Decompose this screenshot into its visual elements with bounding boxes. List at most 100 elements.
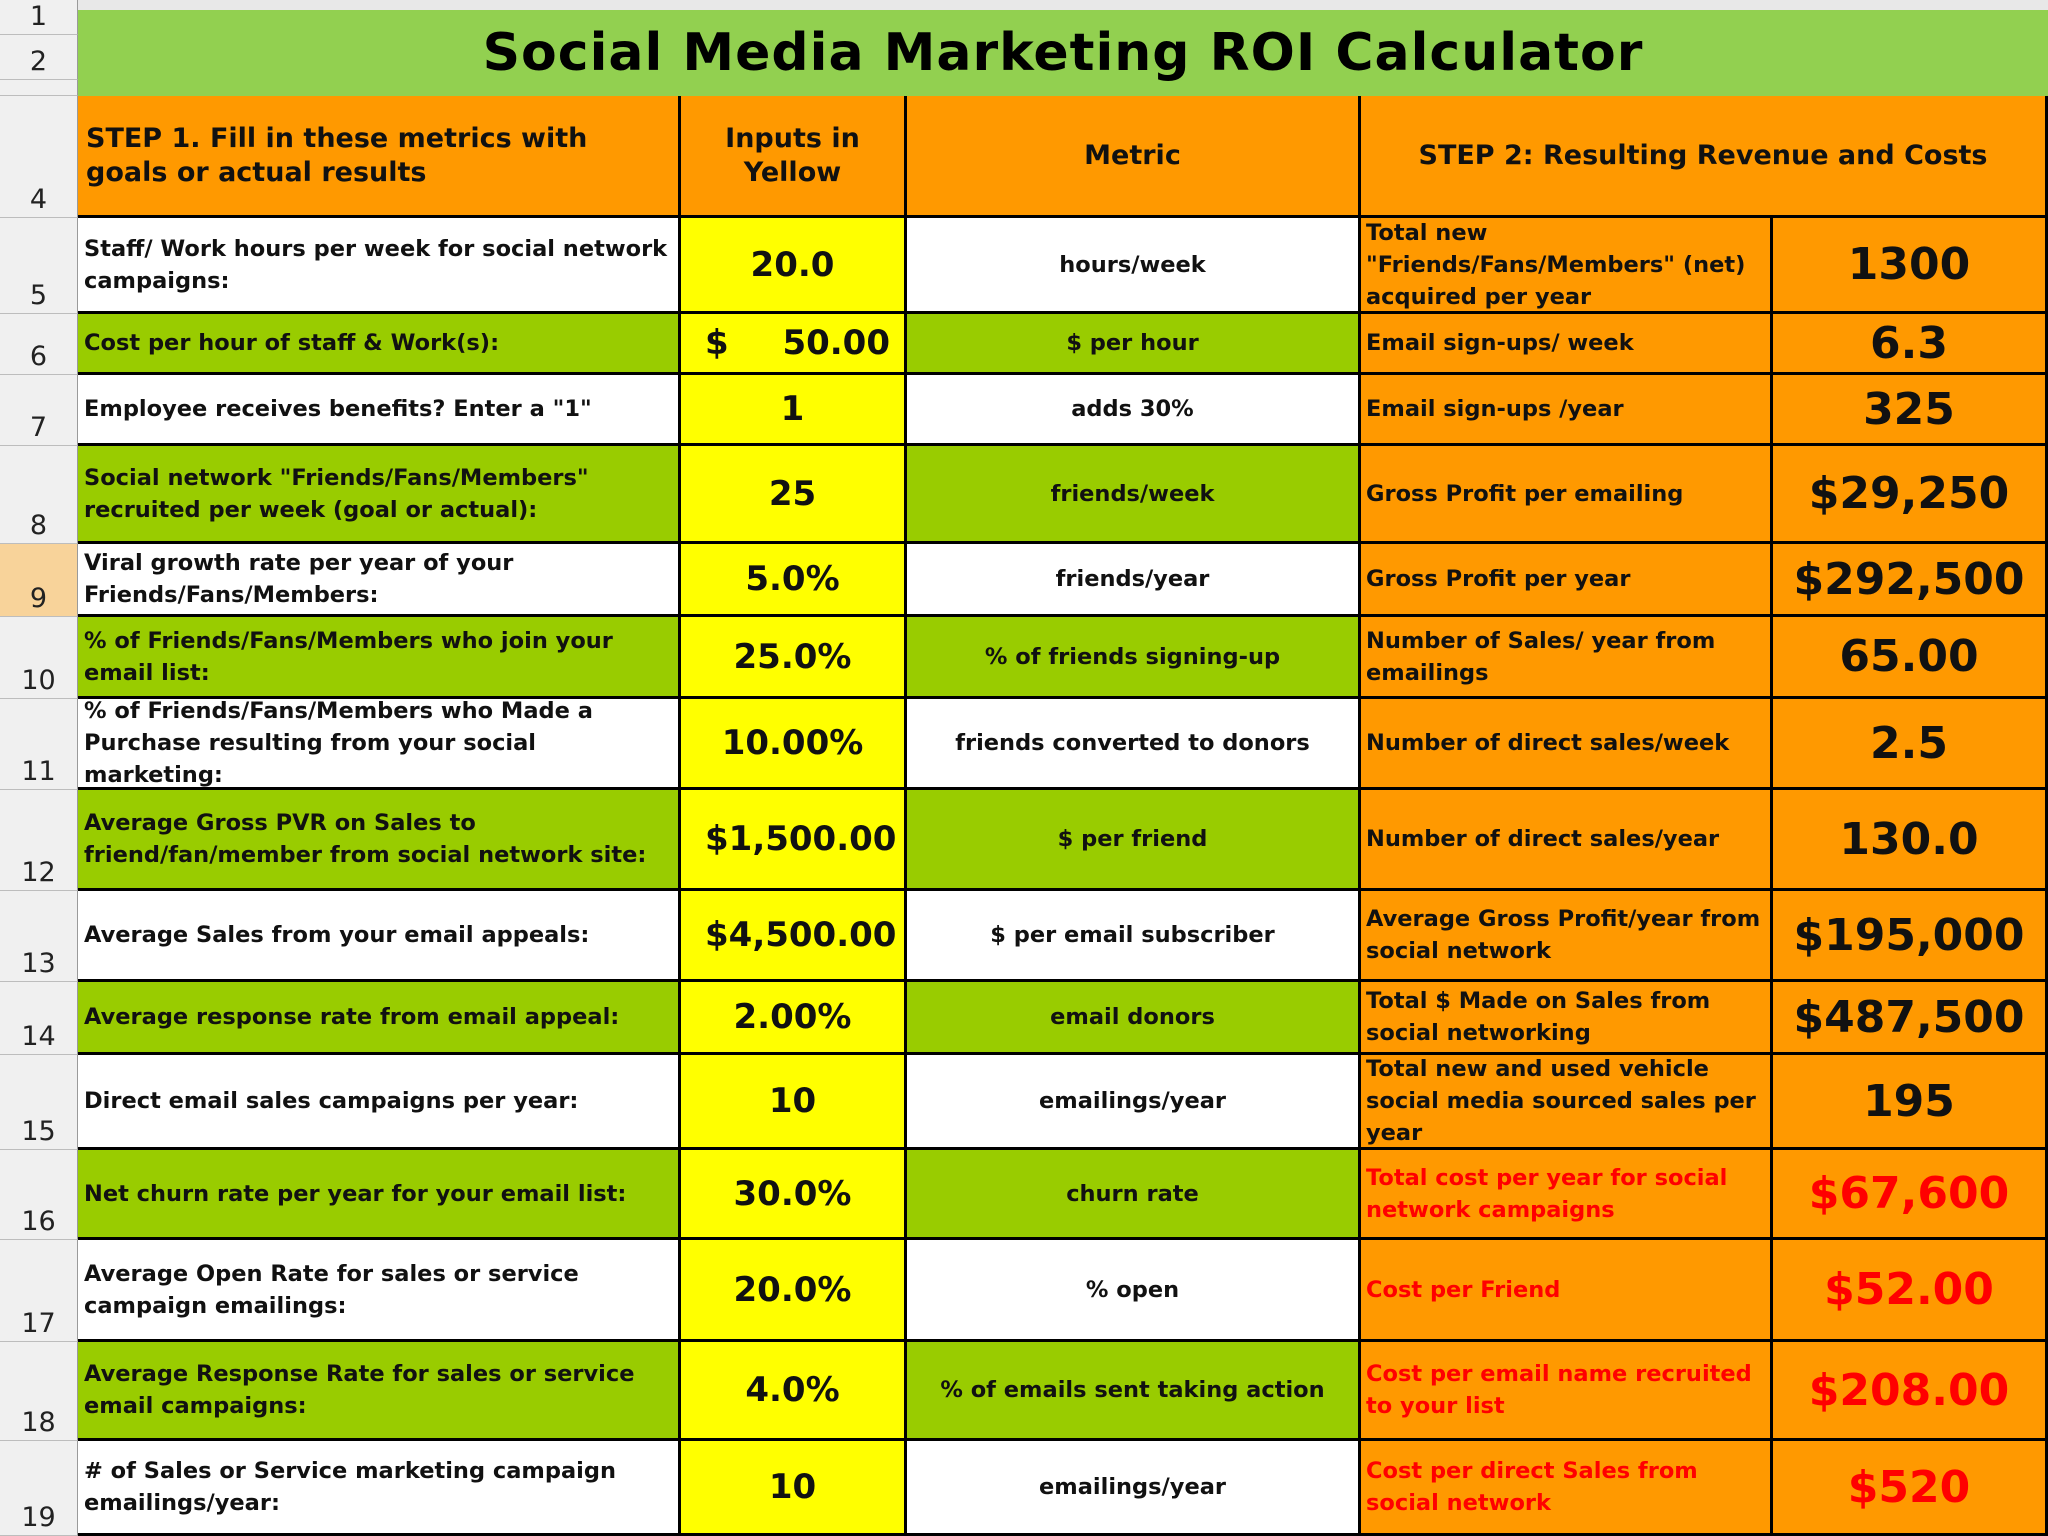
result-value[interactable]: 2.5 xyxy=(1773,699,2048,790)
unit-cell[interactable]: email donors xyxy=(907,982,1361,1055)
row-header[interactable]: 6 xyxy=(0,314,78,375)
input-cell[interactable]: 25 xyxy=(681,446,907,544)
inputs-header[interactable]: Inputs in Yellow xyxy=(681,96,907,218)
input-cell[interactable]: 2.00% xyxy=(681,982,907,1055)
unit-cell[interactable]: % open xyxy=(907,1240,1361,1342)
row-header[interactable]: 4 xyxy=(0,96,78,218)
title-band[interactable]: Social Media Marketing ROI Calculator xyxy=(78,10,2048,98)
row-header[interactable]: 13 xyxy=(0,891,78,982)
result-value[interactable]: 325 xyxy=(1773,375,2048,446)
row-header[interactable]: 1 xyxy=(0,0,78,35)
result-label[interactable]: Cost per email name recruited to your li… xyxy=(1361,1342,1773,1441)
row-header[interactable]: 12 xyxy=(0,790,78,891)
metric-label[interactable]: Direct email sales campaigns per year: xyxy=(78,1055,681,1150)
metric-label[interactable]: Average Sales from your email appeals: xyxy=(78,891,681,982)
step2-header[interactable]: STEP 2: Resulting Revenue and Costs xyxy=(1361,96,2048,218)
unit-cell[interactable]: $ per email subscriber xyxy=(907,891,1361,982)
result-label[interactable]: Number of direct sales/year xyxy=(1361,790,1773,891)
result-value[interactable]: $67,600 xyxy=(1773,1150,2048,1240)
result-label[interactable]: Gross Profit per year xyxy=(1361,544,1773,617)
result-value[interactable]: 1300 xyxy=(1773,218,2048,314)
row-header[interactable]: 16 xyxy=(0,1150,78,1240)
unit-cell[interactable]: % of friends signing-up xyxy=(907,617,1361,699)
metric-label[interactable]: Average response rate from email appeal: xyxy=(78,982,681,1055)
metric-label[interactable]: Staff/ Work hours per week for social ne… xyxy=(78,218,681,314)
result-label[interactable]: Number of Sales/ year from emailings xyxy=(1361,617,1773,699)
result-label[interactable]: Cost per direct Sales from social networ… xyxy=(1361,1441,1773,1536)
metric-label[interactable]: Net churn rate per year for your email l… xyxy=(78,1150,681,1240)
metric-label[interactable]: % of Friends/Fans/Members who join your … xyxy=(78,617,681,699)
result-label[interactable]: Cost per Friend xyxy=(1361,1240,1773,1342)
step1-header[interactable]: STEP 1. Fill in these metrics with goals… xyxy=(78,96,681,218)
metric-label[interactable]: Cost per hour of staff & Work(s): xyxy=(78,314,681,375)
unit-cell[interactable]: churn rate xyxy=(907,1150,1361,1240)
result-value[interactable]: $208.00 xyxy=(1773,1342,2048,1441)
input-cell[interactable]: 10.00% xyxy=(681,699,907,790)
result-value[interactable]: 130.0 xyxy=(1773,790,2048,891)
metric-label[interactable]: Average Response Rate for sales or servi… xyxy=(78,1342,681,1441)
result-label[interactable]: Number of direct sales/week xyxy=(1361,699,1773,790)
unit-cell[interactable]: friends converted to donors xyxy=(907,699,1361,790)
metric-label[interactable]: # of Sales or Service marketing campaign… xyxy=(78,1441,681,1536)
row-header[interactable]: 17 xyxy=(0,1240,78,1342)
result-label[interactable]: Email sign-ups /year xyxy=(1361,375,1773,446)
result-value[interactable]: $520 xyxy=(1773,1441,2048,1536)
unit-cell[interactable]: $ per hour xyxy=(907,314,1361,375)
result-value[interactable]: $52.00 xyxy=(1773,1240,2048,1342)
result-value[interactable]: $195,000 xyxy=(1773,891,2048,982)
input-cell[interactable]: 1 xyxy=(681,375,907,446)
row-header[interactable]: 2 xyxy=(0,35,78,80)
input-cell[interactable]: 30.0% xyxy=(681,1150,907,1240)
unit-cell[interactable]: emailings/year xyxy=(907,1055,1361,1150)
row-header[interactable]: 14 xyxy=(0,982,78,1055)
row-header[interactable]: 18 xyxy=(0,1342,78,1441)
result-value[interactable]: 6.3 xyxy=(1773,314,2048,375)
unit-cell[interactable]: emailings/year xyxy=(907,1441,1361,1536)
input-cell[interactable]: $4,500.00 xyxy=(681,891,907,982)
row-header[interactable]: 10 xyxy=(0,617,78,699)
row-header[interactable] xyxy=(0,80,78,96)
result-label[interactable]: Total new and used vehicle social media … xyxy=(1361,1055,1773,1150)
input-cell[interactable]: $1,500.00 xyxy=(681,790,907,891)
unit-cell[interactable]: hours/week xyxy=(907,218,1361,314)
unit-cell[interactable]: friends/year xyxy=(907,544,1361,617)
row-header[interactable]: 19 xyxy=(0,1441,78,1536)
metric-label[interactable]: Average Open Rate for sales or service c… xyxy=(78,1240,681,1342)
input-cell[interactable]: 25.0% xyxy=(681,617,907,699)
input-cell[interactable]: 20.0 xyxy=(681,218,907,314)
result-label[interactable]: Total cost per year for social network c… xyxy=(1361,1150,1773,1240)
result-value[interactable]: $292,500 xyxy=(1773,544,2048,617)
input-cell[interactable]: 5.0% xyxy=(681,544,907,617)
row-header[interactable]: 15 xyxy=(0,1055,78,1150)
row-header[interactable]: 11 xyxy=(0,699,78,790)
metric-label[interactable]: Social network "Friends/Fans/Members" re… xyxy=(78,446,681,544)
result-label[interactable]: Total $ Made on Sales from social networ… xyxy=(1361,982,1773,1055)
unit-cell[interactable]: friends/week xyxy=(907,446,1361,544)
metric-label[interactable]: Viral growth rate per year of your Frien… xyxy=(78,544,681,617)
row-header[interactable]: 9 xyxy=(0,544,78,617)
input-cell[interactable]: 4.0% xyxy=(681,1342,907,1441)
input-cell[interactable]: 10 xyxy=(681,1441,907,1536)
unit-cell[interactable]: % of emails sent taking action xyxy=(907,1342,1361,1441)
result-value[interactable]: $29,250 xyxy=(1773,446,2048,544)
unit-cell[interactable]: $ per friend xyxy=(907,790,1361,891)
row-header[interactable]: 5 xyxy=(0,218,78,314)
row-header[interactable]: 8 xyxy=(0,446,78,544)
input-cell[interactable]: 20.0% xyxy=(681,1240,907,1342)
metric-label[interactable]: Average Gross PVR on Sales to friend/fan… xyxy=(78,790,681,891)
unit-cell[interactable]: adds 30% xyxy=(907,375,1361,446)
result-label[interactable]: Email sign-ups/ week xyxy=(1361,314,1773,375)
row-header[interactable]: 7 xyxy=(0,375,78,446)
result-label[interactable]: Average Gross Profit/year from social ne… xyxy=(1361,891,1773,982)
result-value[interactable]: $487,500 xyxy=(1773,982,2048,1055)
result-label[interactable]: Total new "Friends/Fans/Members" (net) a… xyxy=(1361,218,1773,314)
metric-label[interactable]: Employee receives benefits? Enter a "1" xyxy=(78,375,681,446)
currency-symbol: $ xyxy=(705,323,729,363)
metric-label[interactable]: % of Friends/Fans/Members who Made a Pur… xyxy=(78,699,681,790)
result-value[interactable]: 195 xyxy=(1773,1055,2048,1150)
result-value[interactable]: 65.00 xyxy=(1773,617,2048,699)
input-cell[interactable]: 10 xyxy=(681,1055,907,1150)
input-cell[interactable]: $50.00 xyxy=(681,314,907,375)
metric-header[interactable]: Metric xyxy=(907,96,1361,218)
result-label[interactable]: Gross Profit per emailing xyxy=(1361,446,1773,544)
